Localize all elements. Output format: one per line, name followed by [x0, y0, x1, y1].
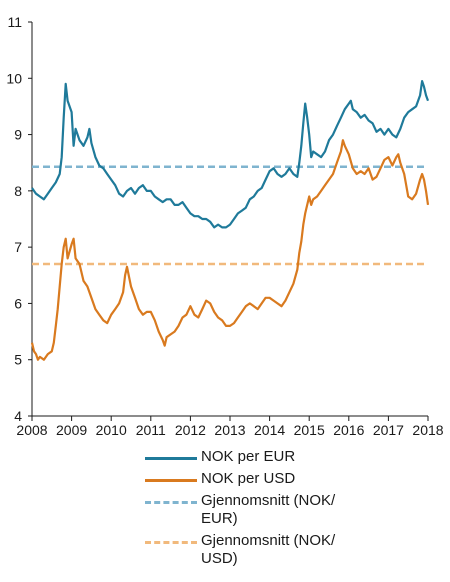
y-axis: 4 5 6 7 8 9 10 11 — [6, 14, 33, 424]
y-tick-label: 5 — [14, 352, 22, 368]
x-tick-label: 2017 — [373, 422, 404, 438]
x-tick-label: 2018 — [412, 422, 443, 438]
legend-label-nok-per-usd: NOK per USD — [201, 470, 296, 487]
x-axis: 2008 2009 2010 2011 2012 2013 2014 2015 2016 2017… — [16, 415, 444, 438]
y-tick-label: 11 — [7, 14, 22, 30]
y-tick-label: 10 — [6, 70, 22, 86]
legend-item-nok-per-eur: NOK per EUR — [145, 448, 445, 470]
series-line-nok-per-eur — [31, 80, 430, 229]
x-tick-label: 2014 — [254, 422, 285, 438]
x-tick-label: 2016 — [333, 422, 364, 438]
series-layer — [30, 80, 430, 361]
legend-swatch-avg-eur — [145, 501, 197, 504]
legend-item-avg-usd: Gjennomsnitt (NOK/ USD) — [145, 532, 445, 572]
x-tick-label: 2013 — [214, 422, 245, 438]
x-tick-label: 2012 — [175, 422, 206, 438]
x-tick-label: 2010 — [96, 422, 127, 438]
x-tick-label: 2008 — [16, 422, 47, 438]
y-tick-label: 4 — [14, 408, 22, 424]
y-tick-label: 6 — [14, 295, 22, 311]
legend-label-avg-usd: Gjennomsnitt (NOK/ USD) — [201, 532, 336, 567]
x-tick-label: 2009 — [56, 422, 87, 438]
legend-swatch-nok-per-usd — [145, 479, 197, 482]
legend-item-nok-per-usd: NOK per USD — [145, 470, 445, 492]
x-tick-label: 2015 — [294, 422, 325, 438]
x-tick-label: 2011 — [136, 422, 166, 438]
y-tick-label: 8 — [14, 183, 22, 199]
legend: NOK per EUR NOK per USD Gjennomsnitt (NO… — [145, 448, 445, 572]
series-line-nok-per-usd — [30, 139, 430, 361]
legend-swatch-nok-per-eur — [145, 457, 197, 460]
y-tick-label: 9 — [14, 127, 22, 143]
legend-label-avg-eur: Gjennomsnitt (NOK/ EUR) — [201, 492, 336, 527]
legend-item-avg-eur: Gjennomsnitt (NOK/ EUR) — [145, 492, 445, 532]
y-tick-label: 7 — [14, 239, 22, 255]
legend-swatch-avg-usd — [145, 541, 197, 544]
legend-label-nok-per-eur: NOK per EUR — [201, 448, 296, 465]
